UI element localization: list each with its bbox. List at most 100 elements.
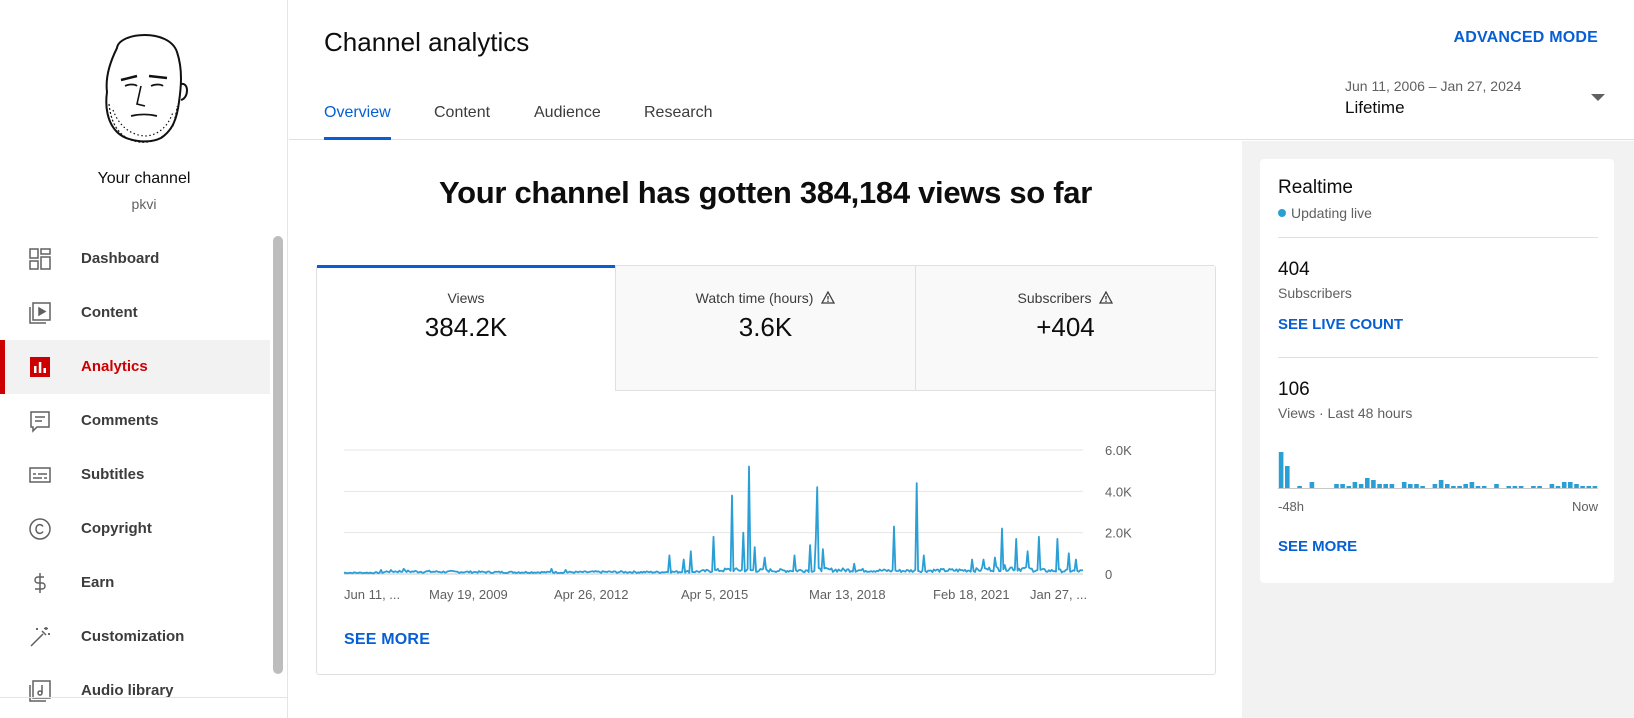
metric-tab-views[interactable]: Views 384.2K [317,265,616,391]
realtime-bar [1377,484,1382,488]
page-header: Channel analytics ADVANCED MODE Overview… [289,0,1634,140]
metrics-card: Views 384.2K Watch time (hours) 3.6K Sub… [316,265,1216,675]
realtime-bar [1574,484,1579,488]
subscribers-label: Subscribers [1278,285,1352,301]
content-icon [29,302,51,324]
date-range-picker[interactable]: Jun 11, 2006 – Jan 27, 2024 Lifetime [1345,74,1605,120]
realtime-bar [1408,484,1413,488]
realtime-bar [1457,486,1462,488]
sidebar-item-audio-library[interactable]: Audio library [0,664,270,718]
sidebar-item-dashboard[interactable]: Dashboard [0,232,270,286]
chevron-down-icon [1591,94,1605,101]
sidebar-item-label: Subtitles [81,466,145,483]
x-tick-label: Mar 13, 2018 [809,587,886,602]
audio-library-icon [29,680,51,702]
realtime-bar [1531,486,1536,488]
channel-title: Your channel [97,170,191,187]
warning-icon [1099,291,1114,304]
y-tick-label: 4.0K [1105,484,1132,499]
realtime-bar [1469,482,1475,488]
realtime-bar [1475,486,1481,488]
earn-icon [34,573,46,593]
divider [1278,357,1598,358]
sidebar-item-comments[interactable]: Comments [0,394,270,448]
overview-main: Your channel has gotten 384,184 views so… [289,141,1242,718]
comments-icon [30,411,50,433]
realtime-bar [1481,486,1487,488]
tab-research[interactable]: Research [644,104,713,121]
realtime-bar [1445,484,1450,488]
sidebar-item-copyright[interactable]: Copyright [0,502,270,556]
x-tick-label: Apr 5, 2015 [681,587,748,602]
sidebar-item-earn[interactable]: Earn [0,556,270,610]
tab-content[interactable]: Content [434,104,491,121]
realtime-bar [1389,484,1395,488]
sidebar-item-label: Customization [81,628,185,645]
views-series-line [343,465,1084,575]
sidebar-scrollbar[interactable] [273,236,283,674]
realtime-bar [1414,484,1419,488]
realtime-bar [1537,486,1542,488]
realtime-bar [1285,466,1290,488]
x-tick-label: Jan 27, ... [1030,587,1087,602]
see-more-button[interactable]: SEE MORE [344,631,431,648]
realtime-bar [1555,486,1561,488]
live-dot-icon [1278,209,1286,217]
sidebar-item-analytics[interactable]: Analytics [0,340,270,394]
realtime-status: Updating live [1278,205,1372,221]
views-label: Views · Last 48 hours [1278,405,1413,421]
sidebar-item-content[interactable]: Content [0,286,270,340]
channel-avatar[interactable] [97,26,191,148]
customization-icon [30,627,50,647]
sidebar-item-subtitles[interactable]: Subtitles [0,448,270,502]
realtime-bar [1506,486,1512,488]
analytics-icon [30,357,50,377]
realtime-title: Realtime [1278,177,1353,198]
realtime-bar [1334,484,1339,488]
y-tick-label: 6.0K [1105,443,1132,458]
realtime-bar [1297,486,1302,488]
metric-value: +404 [1036,312,1095,342]
realtime-card: Realtime Updating live 404 Subscribers S… [1260,159,1614,583]
dashboard-icon [29,248,51,270]
advanced-mode-button[interactable]: ADVANCED MODE [1453,29,1598,46]
realtime-bar [1420,486,1425,488]
metric-label: Views [447,290,485,306]
divider [1278,237,1598,238]
tab-overview[interactable]: Overview [324,104,391,140]
sidebar-item-label: Audio library [81,682,174,699]
sidebar-item-customization[interactable]: Customization [0,610,270,664]
realtime-see-more-button[interactable]: SEE MORE [1278,538,1358,555]
realtime-bar [1580,486,1585,488]
see-live-count-button[interactable]: SEE LIVE COUNT [1278,316,1404,333]
x-tick-label: Feb 18, 2021 [933,587,1010,602]
realtime-bar [1358,484,1364,488]
metric-value: 384.2K [424,312,508,342]
date-range-text: Jun 11, 2006 – Jan 27, 2024 [1345,78,1522,94]
realtime-bar [1346,486,1352,488]
sidebar-item-label: Dashboard [81,250,160,267]
realtime-axis-start: -48h [1278,499,1305,514]
subtitles-icon [29,467,51,483]
realtime-panel: Realtime Updating live 404 Subscribers S… [1242,141,1634,718]
sidebar-divider [0,697,287,698]
metric-tab-watch-time[interactable]: Watch time (hours) 3.6K [616,266,916,391]
realtime-bar [1278,452,1284,488]
date-range-label: Lifetime [1345,98,1405,117]
metric-value: 3.6K [738,312,793,342]
tab-audience[interactable]: Audience [534,104,601,121]
realtime-bar [1309,482,1315,488]
sidebar-nav: Dashboard Content Analytics Comments [0,232,270,718]
realtime-bar [1432,484,1438,488]
realtime-bar [1365,478,1370,488]
x-tick-label: Jun 11, ... [344,587,400,602]
metric-tab-subscribers[interactable]: Subscribers +404 [916,266,1215,391]
realtime-axis-end: Now [1571,499,1598,514]
realtime-bar [1340,484,1345,488]
realtime-bar [1518,486,1524,488]
y-tick-label: 2.0K [1105,526,1132,541]
realtime-bar [1549,484,1555,488]
views-line-chart: 6.0K 4.0K 2.0K 0 Jun 11, ... May 19, 2009 Apr … [343,443,1132,602]
views-count: 106 [1278,379,1310,400]
